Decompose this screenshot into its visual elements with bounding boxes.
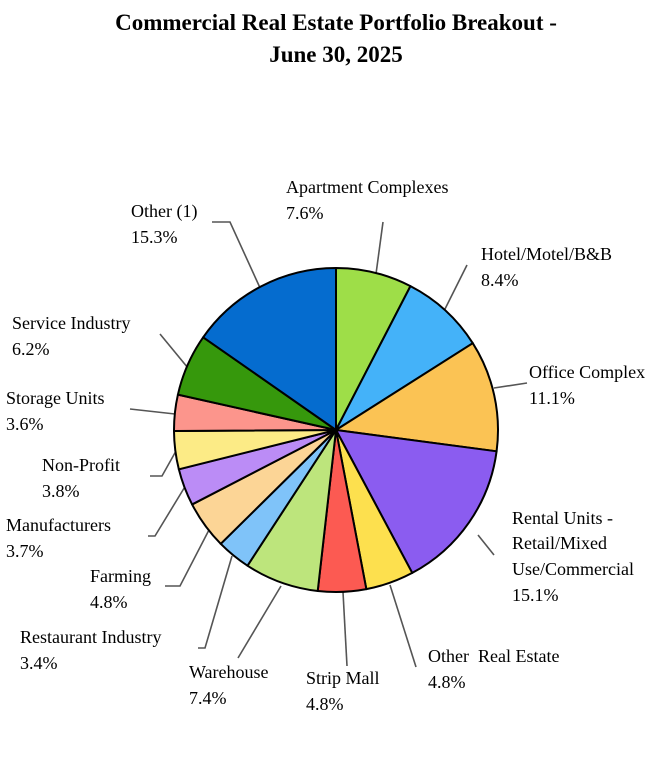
- leader-line: [375, 221, 384, 275]
- slice-label: Office Complex: [529, 362, 645, 382]
- slice-value-label: 6.2%: [12, 339, 50, 359]
- leader-line: [148, 484, 187, 537]
- slice-label: Service Industry: [12, 313, 130, 333]
- leader-line: [165, 527, 211, 587]
- leader-line: [493, 382, 528, 389]
- slice-value-label: 7.4%: [189, 688, 227, 708]
- slice-label: Use/Commercial: [512, 559, 634, 579]
- leader-line: [198, 555, 233, 649]
- slice-label: Non-Profit: [42, 455, 120, 475]
- slice-value-label: 8.4%: [481, 270, 519, 290]
- slice-value-label: 3.7%: [6, 541, 44, 561]
- leader-line: [150, 450, 177, 477]
- slice-value-label: 3.8%: [42, 481, 80, 501]
- leader-line: [477, 534, 495, 556]
- slice-value-label: 3.6%: [6, 414, 44, 434]
- slice-label: Apartment Complexes: [286, 177, 448, 197]
- slice-label: Hotel/Motel/B&B: [481, 244, 612, 264]
- leader-line: [212, 221, 262, 291]
- slice-value-label: 11.1%: [529, 388, 575, 408]
- slice-label: Other Real Estate: [428, 646, 559, 666]
- slice-value-label: 4.8%: [306, 694, 344, 714]
- slice-label: Farming: [90, 566, 151, 586]
- slice-value-label: 15.1%: [512, 585, 559, 605]
- slice-label: Rental Units -: [512, 508, 613, 528]
- pie-slice: [202, 267, 337, 431]
- leader-line: [237, 585, 282, 659]
- leader-line: [389, 584, 417, 668]
- leader-line: [159, 333, 189, 369]
- slice-label: Warehouse: [189, 662, 269, 682]
- slice-value-label: 15.3%: [131, 227, 178, 247]
- pie-slice: [335, 429, 498, 574]
- slice-value-label: 3.4%: [20, 653, 58, 673]
- slice-value-label: 4.8%: [90, 592, 128, 612]
- leader-line: [129, 408, 176, 415]
- pie-slice: [335, 285, 474, 431]
- slice-value-label: 4.8%: [428, 672, 466, 692]
- slice-label: Storage Units: [6, 388, 105, 408]
- chart-title: Commercial Real Estate Portfolio Breakou…: [115, 10, 557, 35]
- pie-slice: [335, 342, 499, 453]
- slice-label: Manufacturers: [6, 515, 111, 535]
- slice-label: Strip Mall: [306, 668, 380, 688]
- chart-subtitle: June 30, 2025: [269, 42, 403, 67]
- slice-label: Retail/Mixed: [512, 533, 607, 553]
- slice-value-label: 7.6%: [286, 203, 324, 223]
- leader-line: [444, 264, 468, 310]
- leader-line: [342, 591, 348, 667]
- slice-label: Restaurant Industry: [20, 627, 161, 647]
- slice-label: Other (1): [131, 201, 197, 222]
